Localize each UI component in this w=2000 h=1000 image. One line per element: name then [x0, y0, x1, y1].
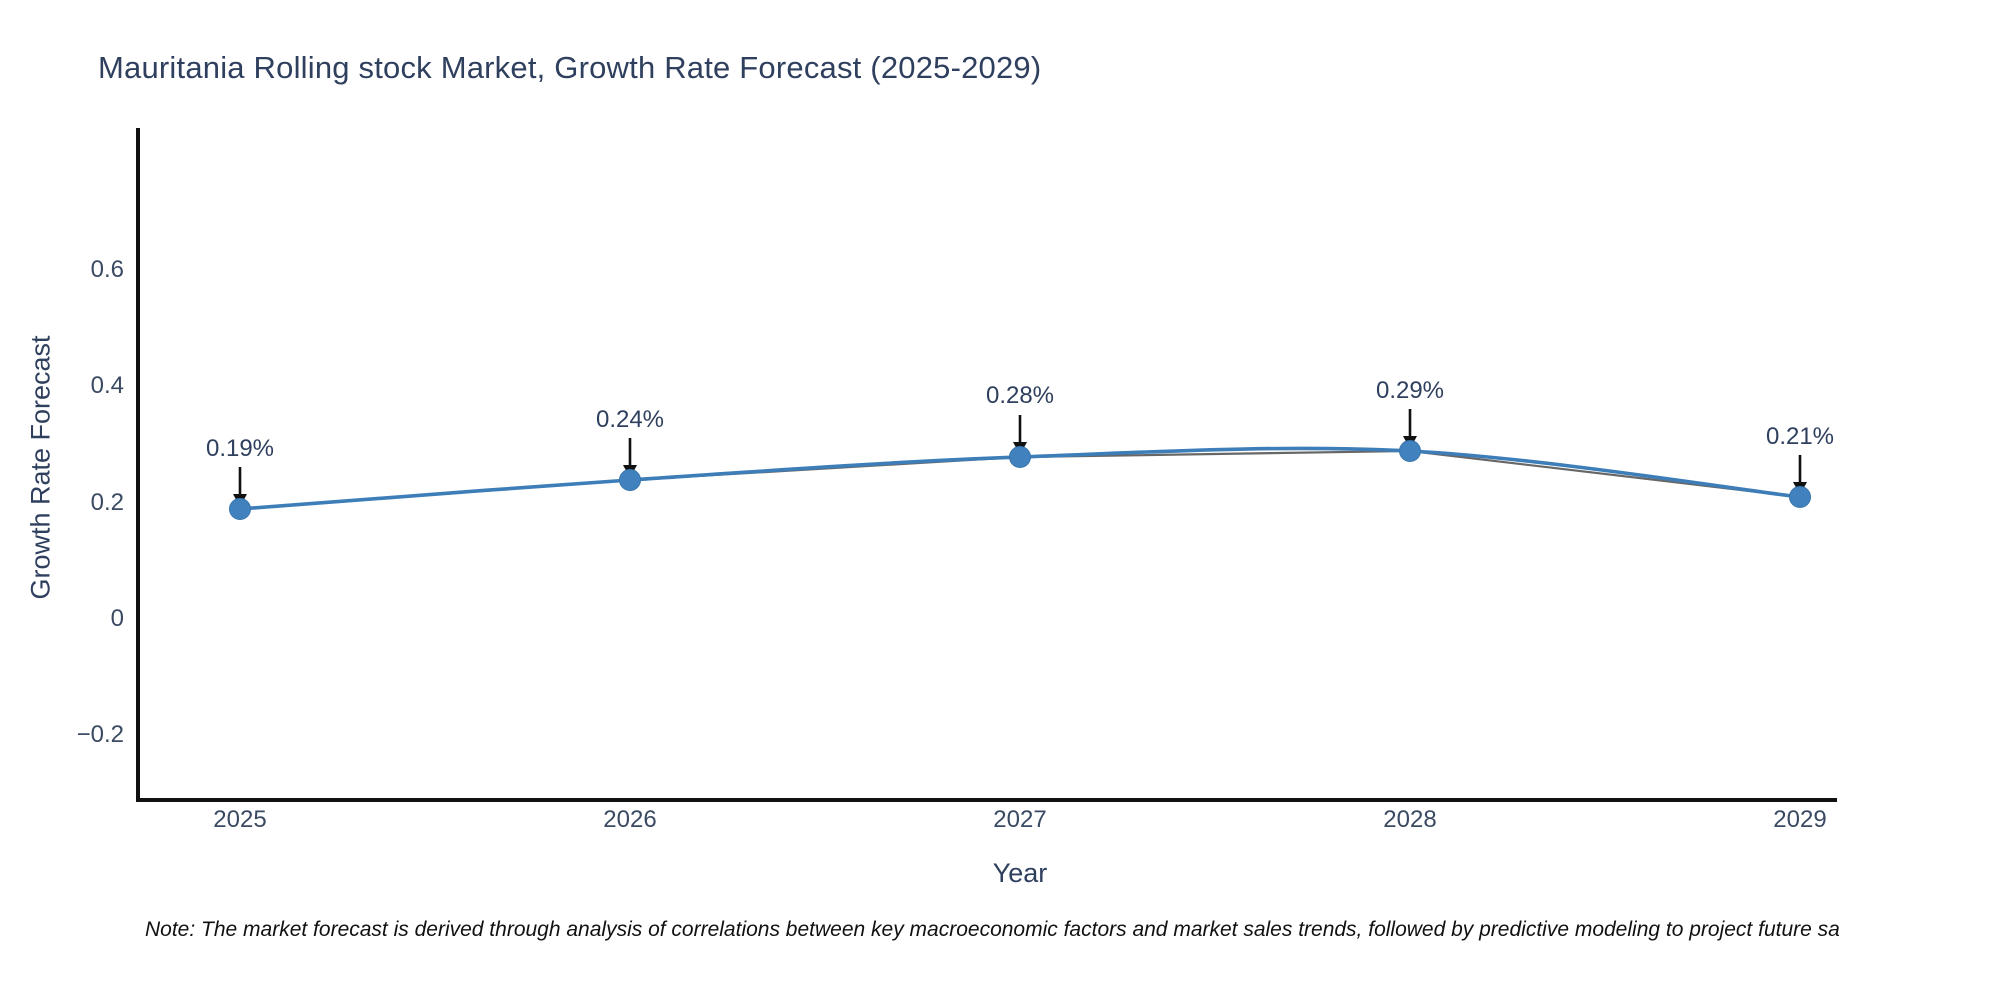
- x-tick-2027: 2027: [993, 806, 1047, 833]
- point-label-2029: 0.21%: [1765, 423, 1835, 450]
- point-label-2025: 0.19%: [205, 435, 275, 462]
- point-label-2026: 0.24%: [595, 406, 665, 433]
- annotation-arrows: [238, 409, 1802, 494]
- axis-lines: [136, 128, 1837, 802]
- footnote: Note: The market forecast is derived thr…: [145, 918, 1840, 941]
- data-point-2027: [1009, 446, 1031, 468]
- x-tick-2026: 2026: [603, 806, 657, 833]
- data-point-2025: [229, 498, 251, 520]
- series-markers: [229, 440, 1811, 520]
- data-point-2028: [1399, 440, 1421, 462]
- chart-title: Mauritania Rolling stock Market, Growth …: [98, 50, 1042, 85]
- y-tick-0.4: 0.4: [90, 372, 124, 399]
- data-point-2026: [619, 469, 641, 491]
- y-tick-0: 0: [110, 605, 124, 632]
- data-point-2029: [1789, 486, 1811, 508]
- x-axis-title: Year: [992, 858, 1048, 888]
- y-tick-0.2: 0.2: [90, 489, 124, 516]
- y-tick-0.6: 0.6: [90, 256, 124, 283]
- y-tick-neg0.2: −0.2: [76, 721, 124, 748]
- x-tick-2025: 2025: [213, 806, 267, 833]
- x-tick-2029: 2029: [1773, 806, 1827, 833]
- point-label-2028: 0.29%: [1375, 377, 1445, 404]
- x-tick-2028: 2028: [1383, 806, 1437, 833]
- point-label-2027: 0.28%: [985, 382, 1055, 409]
